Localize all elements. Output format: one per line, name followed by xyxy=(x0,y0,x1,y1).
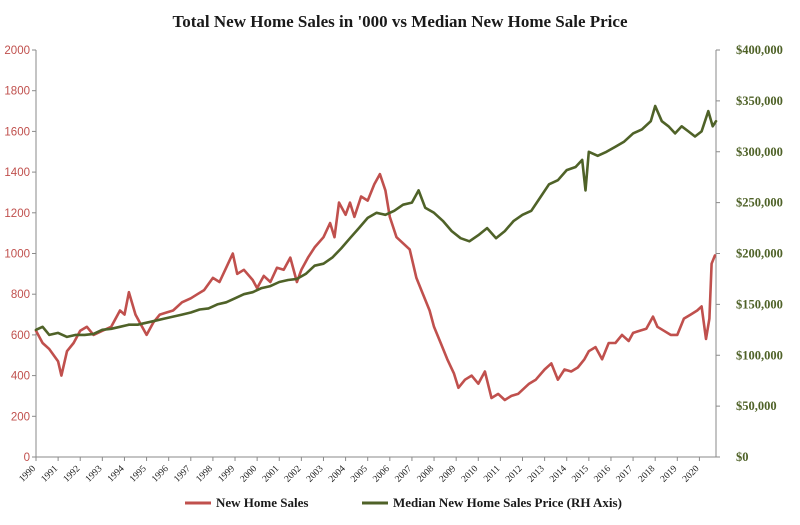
x-tick-label: 2011 xyxy=(482,464,502,484)
x-tick-label: 2005 xyxy=(349,464,370,485)
right-tick-label: $0 xyxy=(736,450,749,464)
x-axis: 1990 1991 1992 1993 1994 1995 1996 1997 1998 1999… xyxy=(18,456,716,485)
left-tick-label: 1800 xyxy=(4,86,30,98)
x-tick-label: 1999 xyxy=(217,464,238,485)
right-tick-label: $100,000 xyxy=(736,348,783,362)
left-tick-label: 1000 xyxy=(4,249,30,261)
right-tick-label: $400,000 xyxy=(736,43,783,57)
series-line-median-price xyxy=(34,104,718,339)
right-y-axis: $0 $50,000 $100,000 $150,000 $200,000 $250,00… xyxy=(715,43,783,464)
left-tick-label: 0 xyxy=(24,452,30,464)
legend-label: New Home Sales xyxy=(216,495,308,510)
left-tick-label: 400 xyxy=(11,371,30,383)
right-tick-label: $150,000 xyxy=(736,297,783,311)
right-tick-label: $200,000 xyxy=(736,247,783,261)
left-tick-label: 200 xyxy=(11,411,30,423)
left-tick-label: 2000 xyxy=(4,45,30,57)
x-tick-label: 2008 xyxy=(416,464,437,485)
left-tick-label: 600 xyxy=(11,330,30,342)
x-tick-label: 1998 xyxy=(195,464,216,485)
x-tick-label: 2002 xyxy=(283,464,304,485)
left-y-axis: 0 200 400 600 800 1000 1200 1400 1600 1800 2000 xyxy=(4,45,37,464)
x-tick-label: 2016 xyxy=(593,464,614,485)
left-tick-label: 1600 xyxy=(4,126,30,138)
x-tick-label: 2017 xyxy=(615,464,636,485)
legend-label: Median New Home Sales Price (RH Axis) xyxy=(393,495,622,510)
x-tick-label: 2013 xyxy=(526,464,547,485)
x-tick-label: 2000 xyxy=(239,464,260,485)
right-tick-label: $250,000 xyxy=(736,196,783,210)
x-tick-label: 2006 xyxy=(371,464,392,485)
x-tick-label: 2020 xyxy=(681,464,702,485)
x-tick-label: 1991 xyxy=(40,464,61,485)
x-tick-label: 2012 xyxy=(504,464,525,485)
x-tick-label: 1996 xyxy=(150,464,171,485)
right-tick-label: $50,000 xyxy=(736,399,777,413)
x-tick-label: 2001 xyxy=(261,464,282,485)
legend: New Home Sales Median New Home Sales Pric… xyxy=(185,495,622,510)
x-tick-label: 2010 xyxy=(460,464,481,485)
x-tick-label: 2004 xyxy=(327,464,348,485)
x-tick-label: 2009 xyxy=(438,464,459,485)
series-line-new-home-sales xyxy=(34,172,717,402)
x-tick-label: 2014 xyxy=(548,464,569,485)
x-tick-label: 2018 xyxy=(637,464,658,485)
series-layer xyxy=(34,104,718,402)
x-tick-label: 1990 xyxy=(18,464,39,485)
x-tick-label: 1997 xyxy=(172,464,193,485)
right-tick-label: $350,000 xyxy=(736,94,783,108)
x-tick-label: 1992 xyxy=(62,464,83,485)
x-tick-label: 2015 xyxy=(570,464,591,485)
left-tick-label: 800 xyxy=(11,289,30,301)
x-tick-label: 1995 xyxy=(128,464,149,485)
x-tick-label: 1994 xyxy=(106,464,127,485)
chart-title: Total New Home Sales in '000 vs Median N… xyxy=(172,12,627,31)
x-tick-label: 2003 xyxy=(305,464,326,485)
x-tick-label: 2007 xyxy=(394,464,415,485)
right-tick-label: $300,000 xyxy=(736,145,783,159)
x-tick-label: 1993 xyxy=(84,464,105,485)
left-tick-label: 1400 xyxy=(4,167,30,179)
x-tick-label: 2019 xyxy=(659,464,680,485)
left-tick-label: 1200 xyxy=(4,208,30,220)
